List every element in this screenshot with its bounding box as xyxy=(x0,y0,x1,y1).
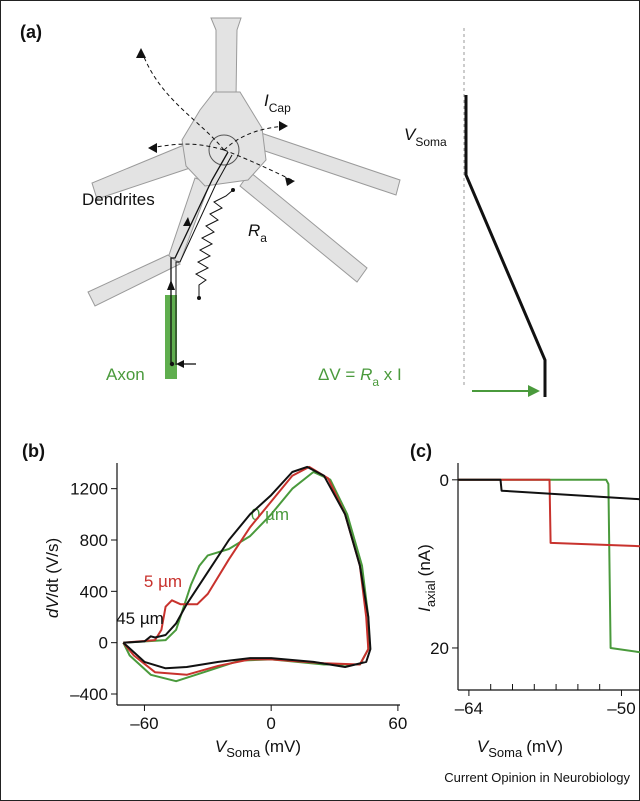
arrow-head xyxy=(285,177,295,186)
label-sub: Soma xyxy=(415,135,447,149)
label-sub: Soma xyxy=(488,745,523,760)
data-line xyxy=(122,465,372,670)
arrow-head xyxy=(136,48,146,58)
panel-label: (b) xyxy=(22,441,45,461)
x-tick-label: –64 xyxy=(455,699,483,718)
data-line xyxy=(458,478,640,548)
equation: ΔV = Ra x I xyxy=(318,365,402,389)
resistor xyxy=(194,189,234,297)
x-axis-label: VSoma (mV) xyxy=(477,737,563,760)
y-tick-label: –400 xyxy=(70,685,108,704)
label-main: V xyxy=(477,737,490,756)
y-tick-label: 800 xyxy=(80,531,108,550)
node xyxy=(169,361,175,367)
series-label: 5 µm xyxy=(144,572,182,591)
y-tick-label: 0 xyxy=(99,634,108,653)
ra-label: Ra xyxy=(248,221,267,245)
arrow-head xyxy=(279,121,288,131)
footer: Current Opinion in Neurobiology xyxy=(444,770,630,785)
data-line xyxy=(458,478,640,501)
soma xyxy=(181,91,267,187)
current-arrow xyxy=(223,149,293,181)
x-axis-label: VSoma (mV) xyxy=(215,737,301,760)
label-unit: (mV) xyxy=(526,737,563,756)
eq-part: x I xyxy=(379,365,402,384)
x-tick-label: 60 xyxy=(388,714,407,733)
y-axis-label: dV/dt (V/s) xyxy=(43,538,62,618)
x-tick-label: 0 xyxy=(266,714,275,733)
i-cap-label: ICap xyxy=(264,91,291,115)
y-tick-label: 20 xyxy=(430,639,449,658)
label-main: R xyxy=(248,221,260,240)
label-main: I xyxy=(415,607,434,612)
x-tick-label: –60 xyxy=(130,714,158,733)
dendrite xyxy=(210,17,242,99)
current-arrow xyxy=(149,143,225,151)
eq-part: a xyxy=(372,375,379,389)
eq-part: R xyxy=(360,365,372,384)
soma-trace xyxy=(464,95,547,397)
label-unit: (mV) xyxy=(264,737,301,756)
arrow-head xyxy=(148,143,157,153)
data-line xyxy=(122,465,370,676)
label-main: I xyxy=(264,91,269,110)
current-arrow xyxy=(141,51,225,151)
wire xyxy=(170,151,229,365)
label-sub: a xyxy=(260,231,267,245)
dendrite xyxy=(257,131,401,196)
axon-label: Axon xyxy=(106,365,145,384)
label-sub: Cap xyxy=(269,101,291,115)
x-tick-label: –50 xyxy=(607,699,635,718)
panel-label: (c) xyxy=(410,441,432,461)
dendrite xyxy=(87,254,181,307)
data-line xyxy=(122,471,370,683)
panel-label: (a) xyxy=(20,22,42,42)
data-line xyxy=(458,478,640,654)
arrow-head xyxy=(528,385,540,397)
arrow-head xyxy=(176,360,184,368)
label-sub: Soma xyxy=(226,745,261,760)
label-main: V xyxy=(404,125,417,144)
arrow-head xyxy=(183,217,191,226)
y-tick-label: 400 xyxy=(80,582,108,601)
series-label: 45 µm xyxy=(116,609,164,628)
y-axis-label: Iaxial (nA) xyxy=(415,544,438,612)
label-rest: /dt (V/s) xyxy=(43,538,62,598)
arrow-head xyxy=(167,280,175,290)
wire xyxy=(175,154,233,365)
series-label: 0 µm xyxy=(251,505,289,524)
label-unit: (nA) xyxy=(415,544,434,576)
eq-part: ΔV = xyxy=(318,365,360,384)
label-sub: axial xyxy=(423,580,438,607)
label-main: dV xyxy=(43,596,62,618)
soma-circle xyxy=(208,134,240,166)
node xyxy=(197,296,201,300)
dendrites-label: Dendrites xyxy=(82,190,155,209)
y-tick-label: 0 xyxy=(440,471,449,490)
node xyxy=(231,188,235,192)
v-soma-label: VSoma xyxy=(404,125,447,149)
label-main: V xyxy=(215,737,228,756)
neuron-diagram xyxy=(87,17,547,397)
dendrite xyxy=(239,171,368,283)
y-tick-label: 1200 xyxy=(70,480,108,499)
